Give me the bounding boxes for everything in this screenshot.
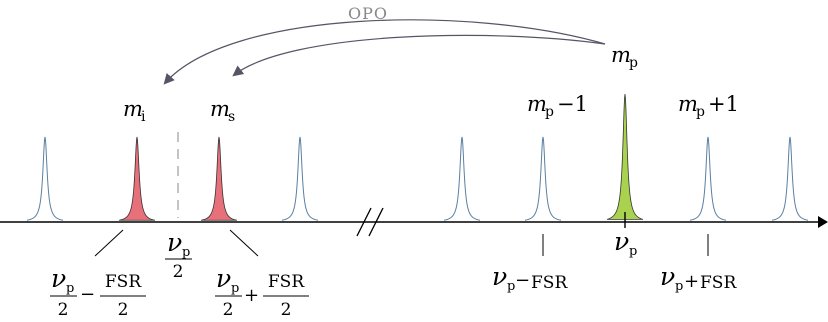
signal-freq-label: ν p 2 + FSR 2 bbox=[215, 264, 309, 320]
half-pump-freq-label: ν p 2 bbox=[165, 228, 192, 282]
pump-mode-label: m p bbox=[611, 43, 638, 71]
svg-text:m: m bbox=[611, 43, 631, 67]
svg-text:p: p bbox=[545, 104, 554, 120]
idler-freq-label: ν p 2 − FSR 2 bbox=[50, 264, 146, 320]
svg-text:2: 2 bbox=[58, 300, 69, 320]
svg-text:m: m bbox=[678, 92, 698, 116]
idler-freq-pointer bbox=[94, 229, 124, 257]
pump-plus-one-mode-label: m p +1 bbox=[678, 92, 739, 120]
signal-freq-pointer bbox=[229, 229, 259, 257]
svg-text:+1: +1 bbox=[708, 92, 739, 116]
signal-resonance-peak bbox=[200, 136, 238, 221]
cavity-resonance-peak bbox=[26, 136, 64, 221]
svg-text:p: p bbox=[675, 279, 683, 294]
pump-minus-one-mode-label: m p −1 bbox=[527, 92, 588, 120]
svg-text:p: p bbox=[629, 244, 637, 259]
svg-text:−: − bbox=[80, 284, 95, 305]
cavity-resonance-peak bbox=[771, 136, 809, 221]
opo-arrow-to-signal bbox=[232, 34, 606, 77]
svg-text:p: p bbox=[696, 104, 705, 120]
pump-freq-label: ν p bbox=[614, 227, 637, 259]
resonance-peaks bbox=[26, 93, 809, 228]
svg-text:ν: ν bbox=[660, 262, 675, 291]
svg-text:m: m bbox=[123, 97, 143, 121]
svg-text:ν: ν bbox=[216, 264, 231, 293]
svg-text:2: 2 bbox=[173, 262, 184, 282]
svg-text:i: i bbox=[141, 109, 146, 125]
opo-arrow-to-idler bbox=[163, 19, 606, 85]
svg-text:m: m bbox=[210, 97, 230, 121]
svg-text:p: p bbox=[231, 281, 239, 296]
idler-mode-label: m i bbox=[123, 97, 146, 125]
idler-resonance-peak bbox=[118, 136, 156, 221]
axis-break-mark-right bbox=[368, 207, 384, 237]
svg-text:p: p bbox=[507, 279, 515, 294]
svg-text:ν: ν bbox=[51, 264, 66, 293]
svg-text:ν: ν bbox=[167, 228, 182, 257]
cavity-resonance-peak bbox=[524, 136, 562, 221]
cavity-resonance-peak bbox=[281, 136, 319, 221]
pump-minus-fsr-label: ν p − FSR bbox=[492, 262, 568, 294]
signal-mode-label: m s bbox=[210, 97, 235, 125]
svg-text:+: + bbox=[684, 271, 699, 292]
pump-plus-fsr-label: ν p + FSR bbox=[660, 262, 737, 294]
svg-text:p: p bbox=[629, 55, 638, 71]
svg-text:2: 2 bbox=[281, 300, 292, 320]
cavity-resonance-peak bbox=[443, 136, 481, 221]
opo-label: OPO bbox=[348, 4, 388, 23]
svg-text:m: m bbox=[527, 92, 547, 116]
svg-text:−: − bbox=[515, 270, 530, 291]
svg-text:2: 2 bbox=[118, 300, 129, 320]
axis-arrowhead bbox=[818, 216, 828, 228]
svg-text:ν: ν bbox=[614, 227, 629, 256]
svg-text:p: p bbox=[182, 245, 190, 260]
cavity-resonance-peak bbox=[689, 136, 727, 221]
svg-text:+: + bbox=[244, 285, 259, 306]
svg-text:s: s bbox=[228, 109, 235, 125]
svg-text:2: 2 bbox=[223, 300, 234, 320]
axis-break-mark-left bbox=[356, 207, 372, 237]
pump-resonance-peak bbox=[606, 93, 644, 220]
svg-text:p: p bbox=[66, 281, 74, 296]
svg-text:FSR: FSR bbox=[531, 273, 568, 293]
svg-text:FSR: FSR bbox=[105, 272, 142, 292]
svg-text:FSR: FSR bbox=[268, 272, 305, 292]
svg-text:FSR: FSR bbox=[700, 273, 737, 293]
svg-text:ν: ν bbox=[492, 262, 507, 291]
svg-text:−1: −1 bbox=[557, 92, 588, 116]
